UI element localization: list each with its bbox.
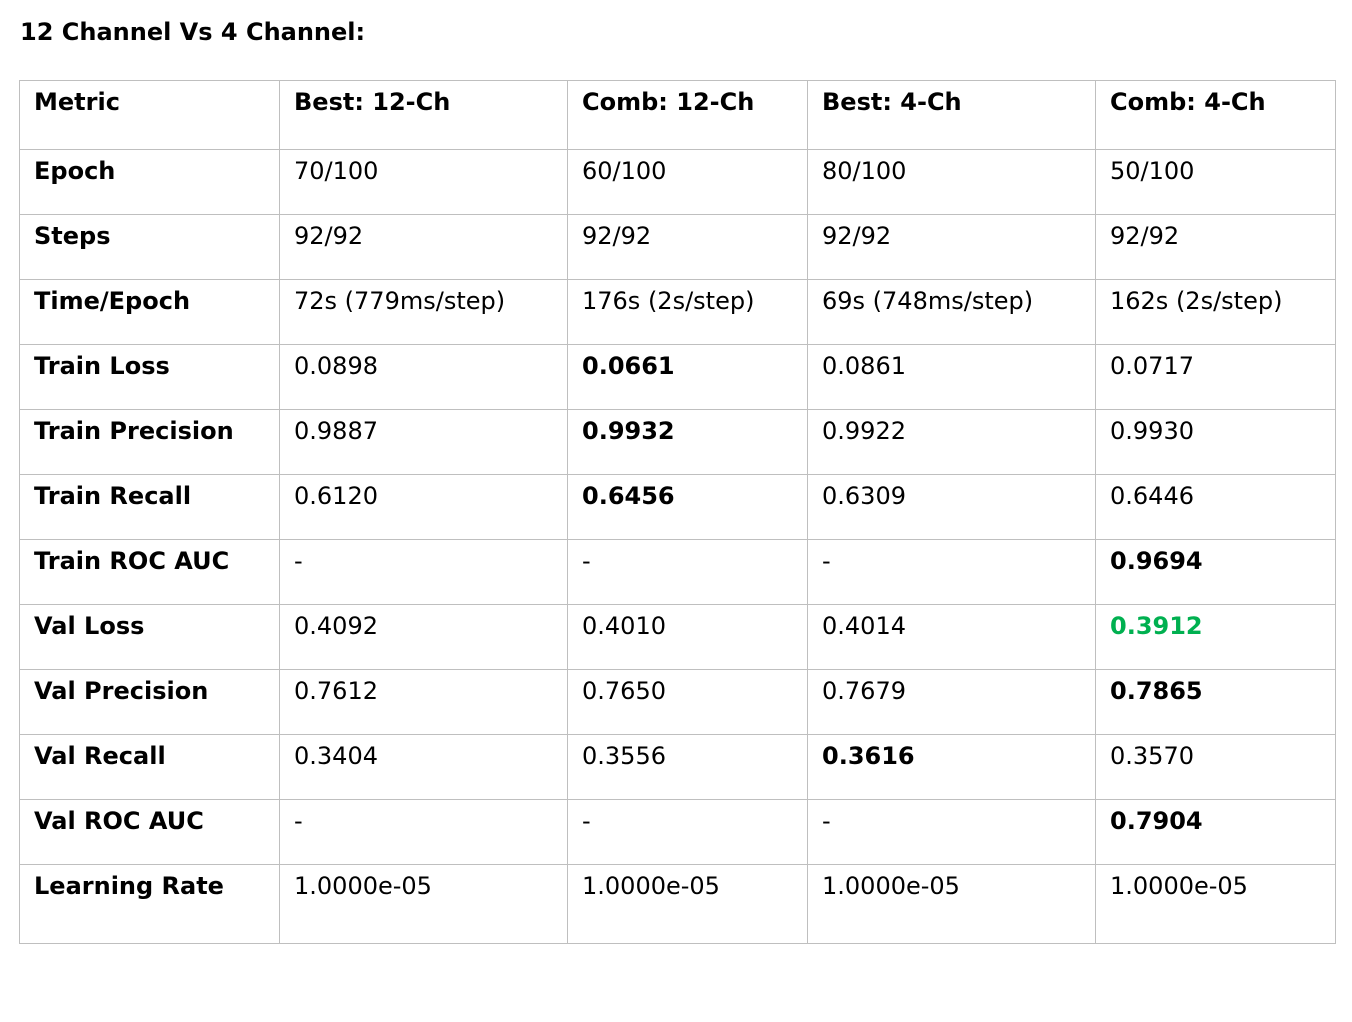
value-cell: 92/92 — [1095, 214, 1336, 280]
value-cell: - — [567, 799, 808, 865]
table-row: Train Recall 0.6120 0.6456 0.6309 0.6446 — [19, 474, 1336, 540]
value-cell: 0.9887 — [279, 409, 568, 475]
value-cell: - — [279, 799, 568, 865]
header-cell-comb-12ch: Comb: 12-Ch — [567, 80, 808, 150]
value-cell: 50/100 — [1095, 149, 1336, 215]
metric-name-cell: Train Recall — [19, 474, 280, 540]
header-cell-best-12ch: Best: 12-Ch — [279, 80, 568, 150]
table-row: Epoch 70/100 60/100 80/100 50/100 — [19, 149, 1336, 215]
value-cell: 0.4010 — [567, 604, 808, 670]
value-cell: 176s (2s/step) — [567, 279, 808, 345]
document-heading: 12 Channel Vs 4 Channel: — [20, 18, 366, 46]
table-row: Val Loss 0.4092 0.4010 0.4014 0.3912 — [19, 604, 1336, 670]
table-row: Train Loss 0.0898 0.0661 0.0861 0.0717 — [19, 344, 1336, 410]
table-row: Train Precision 0.9887 0.9932 0.9922 0.9… — [19, 409, 1336, 475]
metric-name-cell: Val Loss — [19, 604, 280, 670]
table-row: Time/Epoch 72s (779ms/step) 176s (2s/ste… — [19, 279, 1336, 345]
header-cell-best-4ch: Best: 4-Ch — [807, 80, 1096, 150]
value-cell: 0.6309 — [807, 474, 1096, 540]
table-row: Val Precision 0.7612 0.7650 0.7679 0.786… — [19, 669, 1336, 735]
value-cell: 92/92 — [807, 214, 1096, 280]
value-cell: 162s (2s/step) — [1095, 279, 1336, 345]
value-cell: 69s (748ms/step) — [807, 279, 1096, 345]
value-cell: 60/100 — [567, 149, 808, 215]
value-cell: 0.6120 — [279, 474, 568, 540]
value-cell: - — [279, 539, 568, 605]
value-cell: 0.4014 — [807, 604, 1096, 670]
value-cell: 0.0861 — [807, 344, 1096, 410]
metric-name-cell: Epoch — [19, 149, 280, 215]
metric-name-cell: Train Loss — [19, 344, 280, 410]
value-cell: 0.4092 — [279, 604, 568, 670]
table-row: Steps 92/92 92/92 92/92 92/92 — [19, 214, 1336, 280]
value-cell: - — [807, 799, 1096, 865]
table-row: Val ROC AUC - - - 0.7904 — [19, 799, 1336, 865]
value-cell: 0.7650 — [567, 669, 808, 735]
metric-name-cell: Val Precision — [19, 669, 280, 735]
value-cell: 80/100 — [807, 149, 1096, 215]
value-cell: 72s (779ms/step) — [279, 279, 568, 345]
metric-name-cell: Steps — [19, 214, 280, 280]
metric-name-cell: Train Precision — [19, 409, 280, 475]
value-cell: 1.0000e-05 — [279, 864, 568, 944]
table-row: Learning Rate 1.0000e-05 1.0000e-05 1.00… — [19, 864, 1336, 944]
value-cell: 0.7865 — [1095, 669, 1336, 735]
value-cell: 0.3570 — [1095, 734, 1336, 800]
value-cell: 0.7904 — [1095, 799, 1336, 865]
value-cell: 1.0000e-05 — [807, 864, 1096, 944]
value-cell: 1.0000e-05 — [1095, 864, 1336, 944]
table-body: Metric Best: 12-Ch Comb: 12-Ch Best: 4-C… — [19, 80, 1336, 944]
header-cell-metric: Metric — [19, 80, 280, 150]
value-cell: 0.3912 — [1095, 604, 1336, 670]
value-cell: 0.7679 — [807, 669, 1096, 735]
value-cell: 92/92 — [567, 214, 808, 280]
value-cell: - — [567, 539, 808, 605]
value-cell: - — [807, 539, 1096, 605]
value-cell: 0.9932 — [567, 409, 808, 475]
value-cell: 70/100 — [279, 149, 568, 215]
table-header-row: Metric Best: 12-Ch Comb: 12-Ch Best: 4-C… — [19, 80, 1336, 150]
value-cell: 0.9930 — [1095, 409, 1336, 475]
value-cell: 0.6456 — [567, 474, 808, 540]
value-cell: 0.6446 — [1095, 474, 1336, 540]
value-cell: 92/92 — [279, 214, 568, 280]
value-cell: 0.9694 — [1095, 539, 1336, 605]
value-cell: 1.0000e-05 — [567, 864, 808, 944]
metric-name-cell: Train ROC AUC — [19, 539, 280, 605]
value-cell: 0.3556 — [567, 734, 808, 800]
header-cell-comb-4ch: Comb: 4-Ch — [1095, 80, 1336, 150]
metric-name-cell: Val Recall — [19, 734, 280, 800]
value-cell: 0.0661 — [567, 344, 808, 410]
table-row: Train ROC AUC - - - 0.9694 — [19, 539, 1336, 605]
value-cell: 0.9922 — [807, 409, 1096, 475]
value-cell: 0.7612 — [279, 669, 568, 735]
metric-name-cell: Val ROC AUC — [19, 799, 280, 865]
table-row: Val Recall 0.3404 0.3556 0.3616 0.3570 — [19, 734, 1336, 800]
value-cell: 0.3616 — [807, 734, 1096, 800]
value-cell: 0.0717 — [1095, 344, 1336, 410]
metrics-comparison-table: Metric Best: 12-Ch Comb: 12-Ch Best: 4-C… — [19, 80, 1336, 944]
value-cell: 0.0898 — [279, 344, 568, 410]
value-cell: 0.3404 — [279, 734, 568, 800]
metric-name-cell: Learning Rate — [19, 864, 280, 944]
metric-name-cell: Time/Epoch — [19, 279, 280, 345]
